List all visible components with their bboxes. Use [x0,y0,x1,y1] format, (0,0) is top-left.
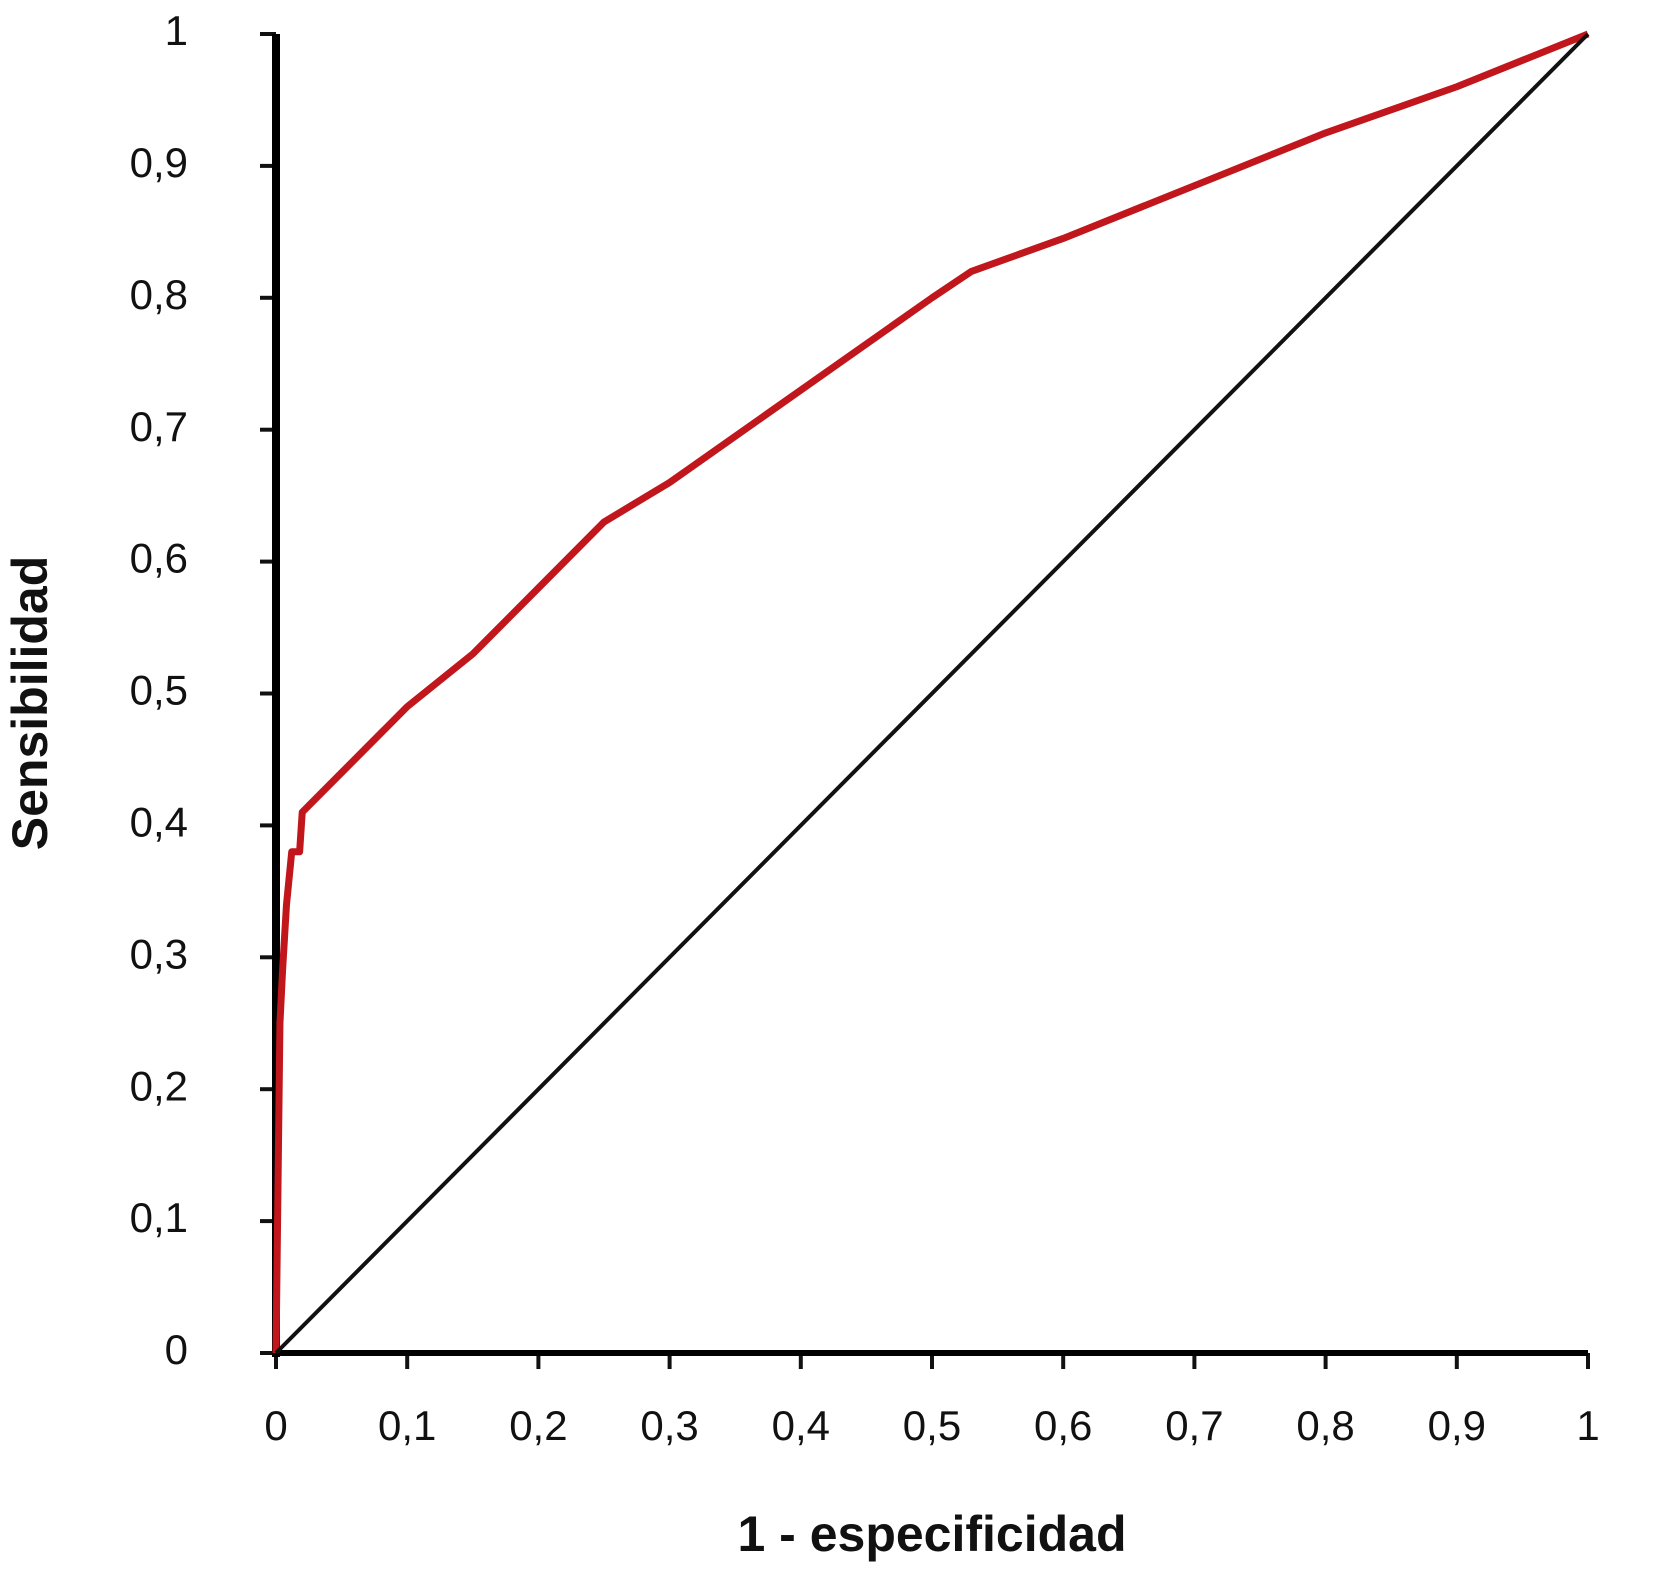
x-tick-label: 0,5 [903,1402,961,1449]
y-tick-label: 0,1 [130,1194,188,1241]
y-axis-title: Sensibilidad [2,556,58,851]
y-tick-label: 0,8 [130,271,188,318]
x-tick-label: 1 [1576,1402,1599,1449]
x-tick-label: 0,7 [1165,1402,1223,1449]
x-tick-label: 0,9 [1428,1402,1486,1449]
x-tick-label: 0 [264,1402,287,1449]
line [272,30,1590,1354]
x-tick-label: 0,2 [509,1402,567,1449]
y-tick-label: 1 [165,7,188,54]
y-tick-label: 0,2 [130,1062,188,1109]
y-tick-label: 0,7 [130,403,188,450]
x-axis-title: 1 - especificidad [737,1506,1126,1562]
y-tick-label: 0,3 [130,930,188,977]
x-tick-label: 0,6 [1034,1402,1092,1449]
y-tick-label: 0,6 [130,535,188,582]
y-tick-label: 0,4 [130,798,188,845]
y-tick-label: 0,5 [130,667,188,714]
y-tick-label: 0 [165,1326,188,1373]
x-tick-label: 0,1 [378,1402,436,1449]
y-tick-label: 0,9 [130,139,188,186]
line [274,32,1590,1355]
x-tick-label: 0,8 [1296,1402,1354,1449]
x-tick-label: 0,4 [772,1402,830,1449]
x-tick-label: 0,3 [640,1402,698,1449]
